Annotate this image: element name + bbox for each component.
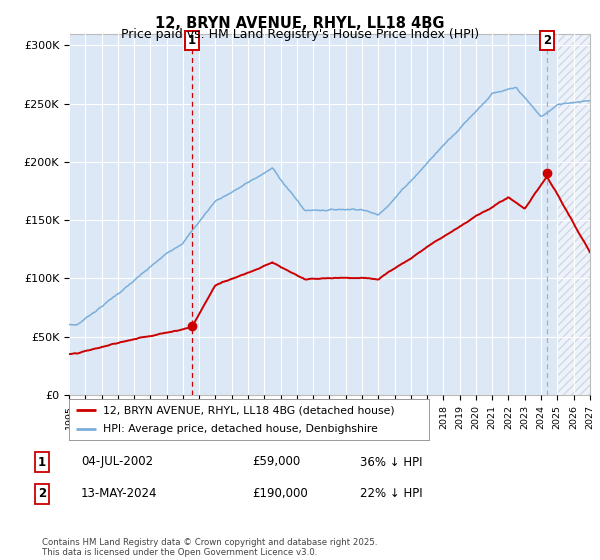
Text: £59,000: £59,000 xyxy=(252,455,300,469)
Text: 36% ↓ HPI: 36% ↓ HPI xyxy=(360,455,422,469)
Text: Price paid vs. HM Land Registry's House Price Index (HPI): Price paid vs. HM Land Registry's House … xyxy=(121,28,479,41)
Text: 2: 2 xyxy=(38,487,46,501)
Text: 2: 2 xyxy=(543,34,551,46)
Text: 22% ↓ HPI: 22% ↓ HPI xyxy=(360,487,422,501)
Text: £190,000: £190,000 xyxy=(252,487,308,501)
Text: 04-JUL-2002: 04-JUL-2002 xyxy=(81,455,153,469)
Text: 1: 1 xyxy=(188,34,196,46)
Text: 13-MAY-2024: 13-MAY-2024 xyxy=(81,487,157,501)
Text: HPI: Average price, detached house, Denbighshire: HPI: Average price, detached house, Denb… xyxy=(103,424,378,433)
Text: Contains HM Land Registry data © Crown copyright and database right 2025.
This d: Contains HM Land Registry data © Crown c… xyxy=(42,538,377,557)
Text: 12, BRYN AVENUE, RHYL, LL18 4BG: 12, BRYN AVENUE, RHYL, LL18 4BG xyxy=(155,16,445,31)
Text: 12, BRYN AVENUE, RHYL, LL18 4BG (detached house): 12, BRYN AVENUE, RHYL, LL18 4BG (detache… xyxy=(103,405,395,415)
Text: 1: 1 xyxy=(38,455,46,469)
